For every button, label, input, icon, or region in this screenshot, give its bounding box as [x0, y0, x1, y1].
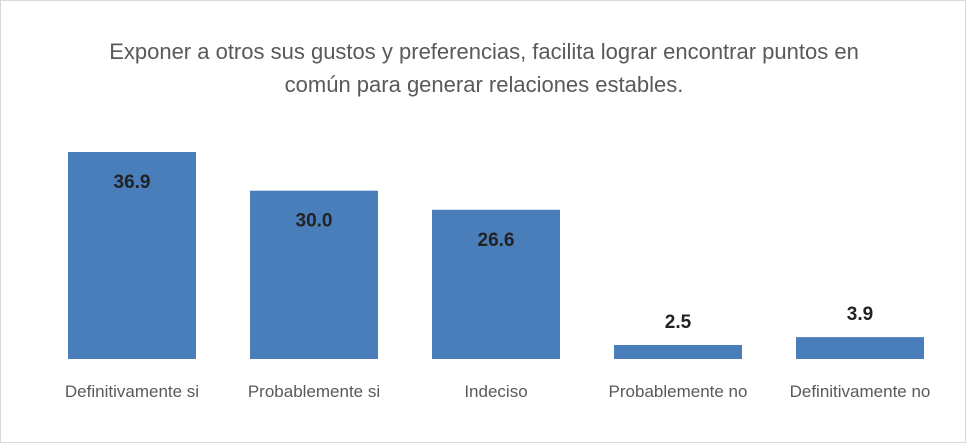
data-label: 2.5	[665, 312, 692, 333]
x-tick-label: Indeciso	[464, 382, 528, 401]
x-tick-label: Probablemente si	[247, 382, 381, 401]
data-label: 26.6	[478, 230, 515, 251]
bar	[250, 190, 378, 359]
bar	[796, 337, 924, 359]
x-tick-label: Definitivamente si	[64, 382, 200, 401]
chart-title: Exponer a otros sus gustos y preferencia…	[109, 39, 859, 97]
data-label: 30.0	[296, 211, 333, 232]
data-label: 3.9	[847, 304, 873, 325]
data-label: 36.9	[114, 172, 151, 193]
bar	[68, 152, 196, 359]
bar	[614, 344, 742, 359]
x-tick-label: Probablemente no	[608, 382, 748, 401]
x-tick-label: Definitivamente no	[789, 382, 931, 401]
bar	[432, 209, 560, 359]
